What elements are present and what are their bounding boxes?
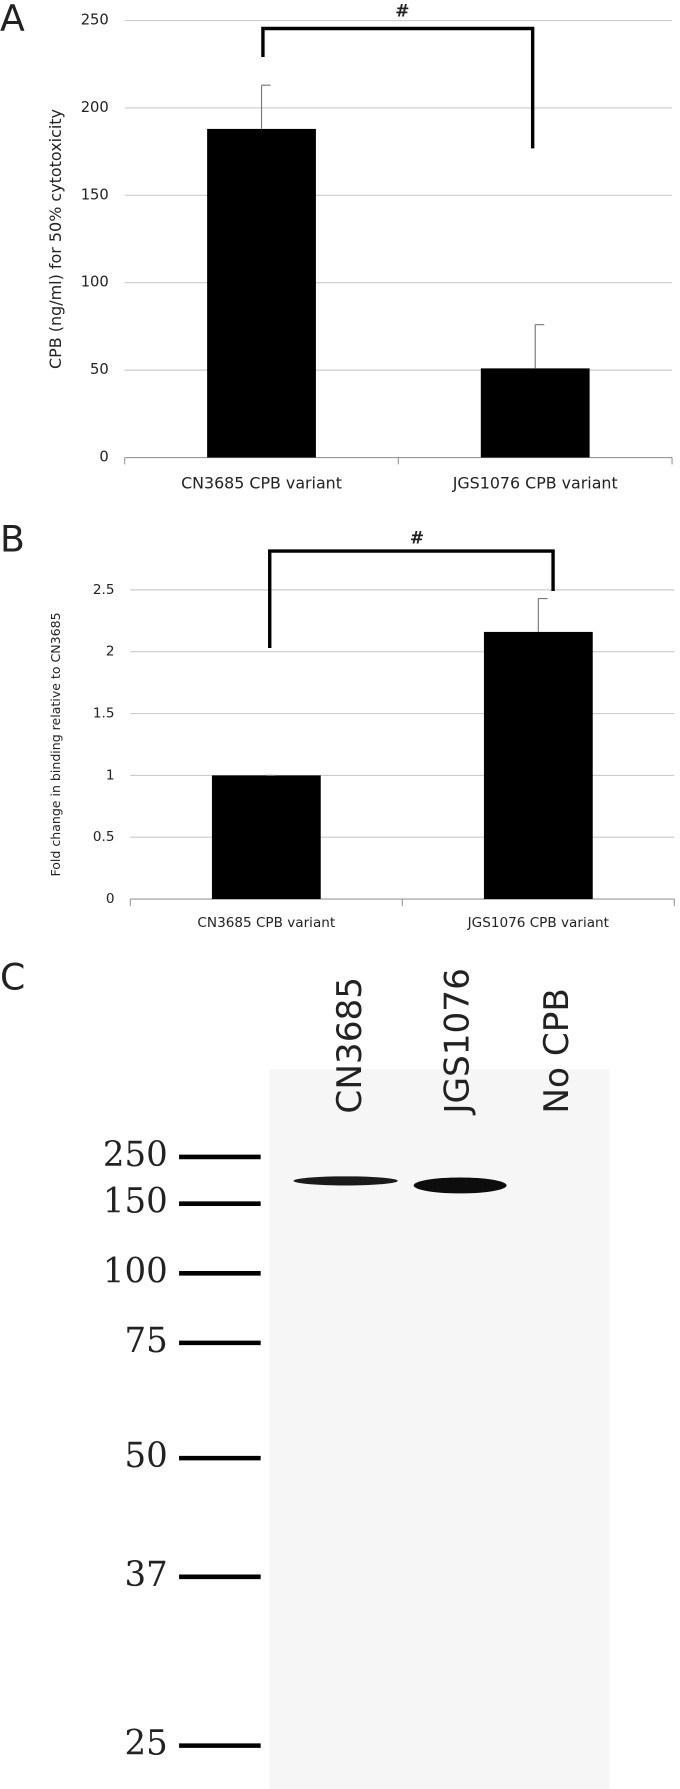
y-tick-label: 0.5 bbox=[93, 829, 115, 845]
annotation: # bbox=[410, 528, 424, 548]
panel-label: C bbox=[0, 955, 25, 998]
bar bbox=[207, 128, 316, 458]
significance-bracket bbox=[268, 549, 555, 649]
marker-label: 25 bbox=[124, 1724, 167, 1764]
band bbox=[293, 1176, 398, 1186]
y-tick-label: 50 bbox=[90, 361, 109, 378]
y-tick-label: 2.5 bbox=[93, 582, 115, 598]
y-tick-label: 0 bbox=[106, 891, 115, 907]
y-tick-label: 100 bbox=[81, 274, 109, 291]
y-tick-label: 200 bbox=[81, 99, 109, 116]
y-tick-label: 150 bbox=[81, 186, 109, 203]
marker-label: 250 bbox=[103, 1135, 168, 1175]
x-tick-label: CN3685 CPB variant bbox=[181, 473, 342, 492]
panel-label: B bbox=[0, 517, 25, 560]
y-axis-label: Fold change in binding relative to CN368… bbox=[48, 612, 63, 876]
marker-label: 37 bbox=[124, 1555, 167, 1595]
error-bar bbox=[537, 597, 548, 632]
y-tick-label: 250 bbox=[81, 12, 109, 29]
error-bar bbox=[534, 324, 545, 369]
lane-label: CN3685 bbox=[330, 977, 370, 1114]
y-axis-label: CPB (ng/ml) for 50% cytotoxicity bbox=[46, 109, 65, 369]
marker-label: 150 bbox=[103, 1182, 168, 1222]
y-tick-label: 0 bbox=[99, 448, 108, 465]
significance-bracket bbox=[261, 26, 535, 149]
x-tick-label: JGS1076 CPB variant bbox=[467, 915, 610, 931]
y-tick-label: 1.5 bbox=[93, 706, 115, 722]
error-bar bbox=[260, 84, 271, 129]
y-tick-label: 1 bbox=[106, 767, 115, 783]
bar bbox=[483, 631, 593, 900]
marker-label: 50 bbox=[124, 1436, 167, 1476]
bar bbox=[211, 775, 321, 900]
band bbox=[413, 1177, 507, 1194]
annotation: # bbox=[395, 1, 409, 21]
x-tick-label: CN3685 CPB variant bbox=[197, 915, 335, 931]
marker-label: 75 bbox=[124, 1321, 167, 1361]
y-tick-label: 2 bbox=[106, 644, 115, 660]
marker-label: 100 bbox=[103, 1251, 168, 1291]
lane-label: No CPB bbox=[537, 988, 577, 1113]
x-tick-label: JGS1076 CPB variant bbox=[452, 473, 618, 492]
panel-label: A bbox=[0, 0, 25, 40]
lane-label: JGS1076 bbox=[438, 968, 478, 1115]
bar bbox=[480, 368, 590, 458]
